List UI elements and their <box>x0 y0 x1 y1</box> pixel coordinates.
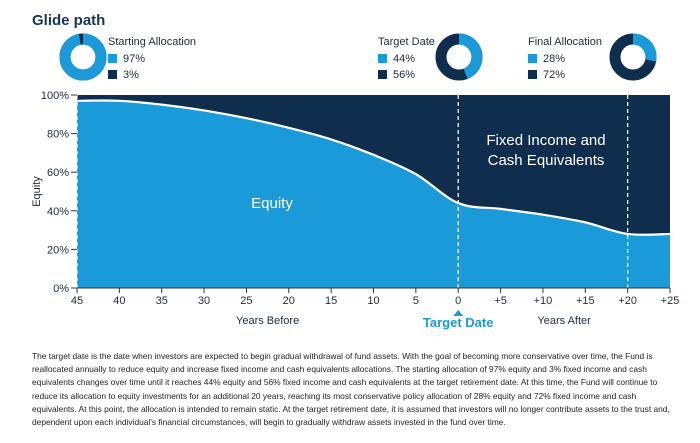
equity-series-line <box>76 99 671 236</box>
target-date-donut <box>435 33 483 81</box>
final-fixed-value: 72% <box>543 69 566 81</box>
x-tick-label: +10 <box>534 295 553 307</box>
final-allocation-donut <box>609 33 657 81</box>
glide-path-chart: 0% 20% 40% 60% 80% 100% 45 40 35 30 25 20 15 10 5 0 +5 +1… <box>31 90 680 330</box>
final-equity-legend: 28% <box>528 53 565 65</box>
equity-area-label: Equity <box>251 195 293 212</box>
x-tick-label: 35 <box>156 295 168 307</box>
fixed-swatch <box>378 70 387 79</box>
x-tick-label: 15 <box>325 295 337 307</box>
equity-area <box>77 100 670 288</box>
starting-allocation-donut <box>59 33 107 81</box>
starting-equity-value: 97% <box>123 53 146 65</box>
y-tick-label: 100% <box>41 90 69 102</box>
x-axis-label-after: Years After <box>537 315 591 327</box>
equity-swatch <box>528 54 537 63</box>
starting-fixed-value: 3% <box>123 69 139 81</box>
starting-allocation-heading: Starting Allocation <box>108 36 197 48</box>
y-tick-label: 20% <box>47 244 69 256</box>
target-date-label: Target Date <box>423 315 494 330</box>
x-tick-label: +20 <box>618 295 637 307</box>
x-tick-label: 20 <box>283 295 295 307</box>
target-fixed-legend: 56% <box>378 69 415 81</box>
x-tick-label: +15 <box>576 295 595 307</box>
x-tick-label: 0 <box>455 295 461 307</box>
target-equity-value: 44% <box>393 53 416 65</box>
x-tick-label: +25 <box>661 295 680 307</box>
fixed-swatch <box>108 70 117 79</box>
target-date-arrow-icon <box>453 310 464 316</box>
description-paragraph: The target date is the date when investo… <box>32 351 670 428</box>
final-equity-value: 28% <box>543 53 566 65</box>
donut-equity-slice <box>435 33 483 81</box>
chart-title: Glide path <box>32 12 106 29</box>
target-fixed-value: 56% <box>393 69 416 81</box>
target-date-heading: Target Date <box>378 36 435 48</box>
final-allocation-heading: Final Allocation <box>528 36 602 48</box>
fixed-swatch <box>528 70 537 79</box>
x-tick-label: 45 <box>71 295 83 307</box>
target-equity-legend: 44% <box>378 53 415 65</box>
fixed-area-label-line2: Cash Equivalents <box>488 152 605 169</box>
equity-swatch <box>108 54 117 63</box>
final-fixed-legend: 72% <box>528 69 565 81</box>
x-tick-label: 5 <box>413 295 419 307</box>
x-tick-label: +5 <box>494 295 507 307</box>
x-axis-label-before: Years Before <box>236 315 299 327</box>
y-tick-label: 60% <box>47 167 69 179</box>
starting-fixed-legend: 3% <box>108 69 139 81</box>
starting-equity-legend: 97% <box>108 53 145 65</box>
x-tick-label: 25 <box>240 295 252 307</box>
donut-equity-slice <box>59 33 107 81</box>
y-axis-label: Equity <box>31 176 43 207</box>
donut-equity-slice <box>609 33 657 81</box>
y-tick-label: 80% <box>47 129 69 141</box>
y-tick-label: 0% <box>53 283 69 295</box>
equity-swatch <box>378 54 387 63</box>
fixed-area-label-line1: Fixed Income and <box>486 132 605 149</box>
x-tick-label: 40 <box>113 295 125 307</box>
y-tick-label: 40% <box>47 206 69 218</box>
x-tick-label: 30 <box>198 295 210 307</box>
x-tick-label: 10 <box>367 295 379 307</box>
